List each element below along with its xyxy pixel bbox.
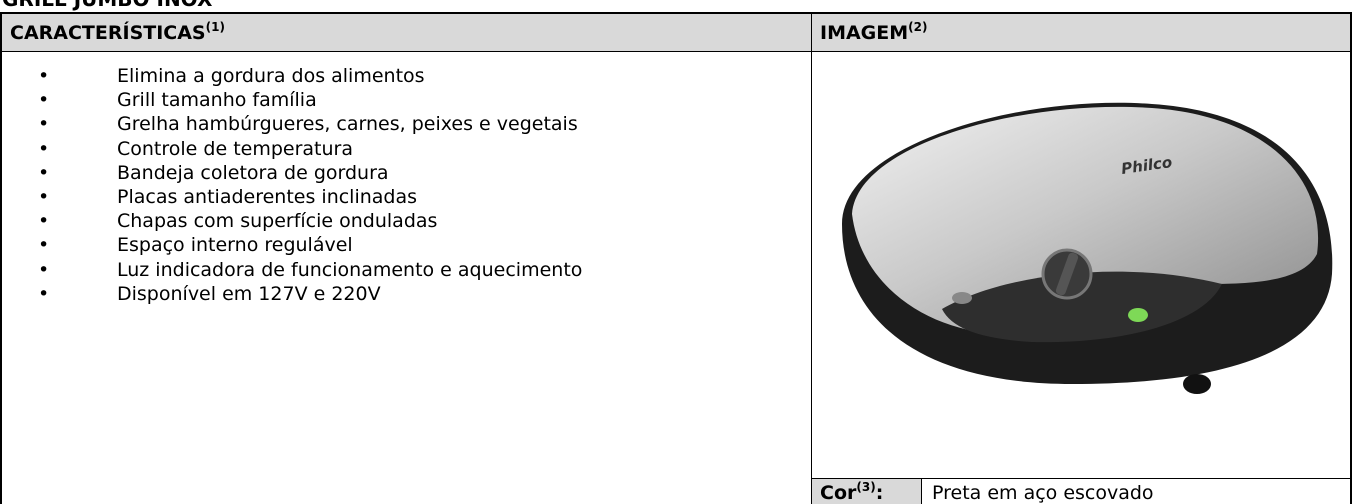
header-cell: IMAGEM(2) [812, 14, 1350, 52]
feature-item: Disponível em 127V e 220V [2, 282, 582, 306]
feature-item: Chapas com superfície onduladas [2, 209, 582, 233]
grill-lid [852, 106, 1319, 335]
feature-list: Elimina a gordura dos alimentosGrill tam… [2, 64, 582, 306]
indicator-light [1128, 308, 1148, 322]
footnote-mark: (2) [908, 20, 928, 34]
color-row: Cor(3): Preta em aço escovado [812, 478, 1350, 504]
feature-item: Luz indicadora de funcionamento e aqueci… [2, 258, 582, 282]
feature-item: Bandeja coletora de gordura [2, 161, 582, 185]
feature-item: Placas antiaderentes inclinadas [2, 185, 582, 209]
column-divider [811, 14, 812, 504]
dial-grip [1055, 252, 1079, 296]
feature-item: Grill tamanho família [2, 88, 582, 112]
header-label: IMAGEM [820, 22, 909, 44]
feature-item: Grelha hambúrgueres, carnes, peixes e ve… [2, 112, 582, 136]
suffix: : [875, 482, 884, 504]
foot [1183, 374, 1211, 394]
title: GRILL JUMBO INOX [2, 0, 212, 11]
header-cell: CARACTERÍSTICAS(1) [2, 14, 812, 52]
footnote-mark: (3) [856, 480, 876, 494]
header-label: CARACTERÍSTICAS [10, 22, 206, 44]
spec-table: CARACTERÍSTICAS(1) IMAGEM(2) Elimina a g… [0, 12, 1352, 504]
feature-item: Espaço interno regulável [2, 233, 582, 257]
product-image: Philco [842, 102, 1333, 394]
button [952, 292, 972, 304]
color-value: Preta em aço escovado [932, 482, 1154, 504]
control-panel [942, 271, 1222, 343]
feature-item: Elimina a gordura dos alimentos [2, 64, 582, 88]
label: Cor [820, 482, 857, 504]
color-label: Cor(3): [812, 479, 922, 504]
feature-item: Controle de temperatura [2, 137, 582, 161]
footnote-mark: (1) [205, 20, 225, 34]
